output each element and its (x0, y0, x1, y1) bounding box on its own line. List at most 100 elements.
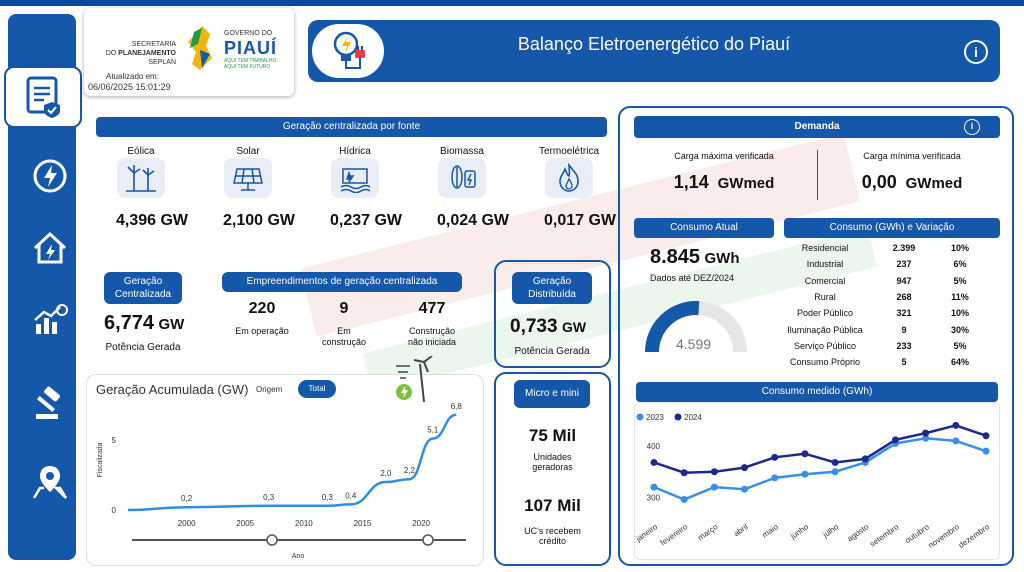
gavel-icon[interactable] (28, 382, 72, 426)
empreendimento-item: 477 Construção não iniciada (392, 300, 472, 348)
acc-data-label: 6,8 (451, 402, 463, 411)
map-pin-icon[interactable] (28, 460, 72, 504)
centralizada-value: 6,774 GW (104, 312, 185, 334)
wind-turbine-icon (117, 158, 165, 198)
top-accent-bar (0, 0, 1024, 6)
cons-xtick: maio (761, 522, 781, 540)
consumo-row-gwh: 233 (896, 340, 912, 351)
info-icon[interactable]: i (964, 40, 988, 64)
centralizada-pill: Geração Centralizada (104, 272, 182, 304)
consumo-row-name: Comercial (804, 275, 846, 286)
carga-max-value: 1,14 GWmed (673, 172, 775, 192)
slogan: AQUI TEM TRABALHO, AQUI TEM FUTURO (224, 58, 278, 70)
consumo-row-gwh: 5 (901, 357, 907, 368)
hydro-dam-icon (331, 158, 379, 198)
consumo-atual-note: Dados até DEZ/2024 (650, 273, 735, 283)
gauge-value: 4.599 (676, 336, 712, 352)
consumo-var-title: Consumo (GWh) e Variação (784, 218, 1000, 238)
solar-panel-icon (224, 158, 272, 198)
acc-ytick: 0 (112, 506, 117, 515)
cons-point (801, 450, 809, 458)
lightbulb-plug-icon (328, 28, 374, 79)
empreendimento-label-2: construção (321, 337, 367, 347)
cons-point (680, 495, 688, 503)
distribuida-label: Potência Gerada (514, 346, 590, 357)
demanda-info-icon[interactable]: i (964, 119, 980, 135)
cons-xtick: dezembro (957, 522, 992, 550)
consumo-var-table: Residencial 2.399 10% Industrial 237 6% Comerc… (780, 243, 980, 373)
acc-ylabel: Fiscalizada (97, 442, 104, 477)
cons-xtick: julho (820, 522, 840, 540)
distribuida-panel (494, 260, 611, 368)
origem-toggle[interactable]: Origem (256, 385, 283, 394)
fonte-name: Biomassa (440, 146, 484, 157)
empreendimento-item: 9 Em construção (304, 300, 384, 348)
year-slider-handle-end[interactable] (422, 534, 434, 546)
acc-xtick: 2005 (236, 519, 254, 528)
cons-point (771, 453, 779, 461)
fonte-item: Hídrica 0,237 GW (310, 144, 415, 234)
cons-xtick: junho (788, 522, 810, 541)
fonte-name: Termoelétrica (538, 146, 600, 157)
fonte-value: 2,100 GW (222, 212, 296, 229)
cons-point (982, 447, 990, 455)
year-slider-handle-start[interactable] (266, 534, 278, 546)
total-toggle[interactable]: Total (298, 380, 336, 398)
fonte-value: 0,024 GW (436, 212, 510, 229)
acc-xtick: 2020 (412, 519, 430, 528)
cons-point (891, 436, 899, 444)
acc-data-label: 0,2 (181, 494, 193, 503)
empreendimentos-row: 220 Em operação 9 Em construção 477 Construção… (222, 300, 462, 360)
acc-data-label: 0,3 (263, 493, 275, 502)
header-bar (308, 20, 1000, 82)
chart-growth-icon[interactable] (28, 298, 72, 342)
consumo-row-gwh: 237 (896, 259, 912, 270)
home-energy-icon[interactable] (28, 226, 72, 270)
cons-point (741, 464, 749, 472)
fonte-value: 0,237 GW (329, 212, 403, 229)
empreendimento-label-1: Em operação (235, 326, 289, 336)
updated-label: Atualizado em: (106, 72, 159, 81)
distribuida-pill: Geração Distribuída (512, 272, 592, 304)
micro-title: Micro e mini (514, 380, 590, 408)
document-check-icon (22, 74, 66, 125)
fonte-section-title: Geração centralizada por fonte (96, 117, 607, 137)
acc-data-label: 2,0 (380, 469, 392, 478)
energy-cycle-icon[interactable] (28, 154, 72, 198)
biomass-icon (438, 158, 486, 198)
cons-xtick: agosto (846, 522, 871, 543)
acc-xtick: 2010 (295, 519, 313, 528)
consumo-atual-title: Consumo Atual (634, 218, 774, 238)
acc-data-label: 0,3 (322, 493, 334, 502)
consumo-gauge (645, 301, 747, 353)
fonte-item: Eólica 4,396 GW (96, 144, 201, 234)
micro-value-2: 107 Mil (524, 496, 581, 515)
acc-xtick: 2015 (354, 519, 372, 528)
consumo-row-name: Consumo Próprio (789, 357, 861, 368)
acc-xlabel: Ano (292, 553, 305, 560)
fonte-item: Termoelétrica 0,017 GW (524, 144, 629, 234)
cons-xtick: março (696, 522, 720, 542)
empreendimento-label-1: Construção (408, 326, 456, 336)
empreendimento-label-1: Em (337, 326, 351, 336)
empreendimento-value: 220 (248, 300, 276, 317)
empreendimento-value: 9 (339, 300, 349, 317)
sidebar-item-selected[interactable] (4, 66, 82, 128)
cons-xtick: abril (732, 522, 750, 538)
updated-value: 06/06/2025 15:01:29 (88, 82, 171, 92)
consumo-row-gwh: 268 (896, 291, 912, 302)
fonte-name: Hídrica (339, 146, 371, 157)
consumo-medido-chart: 2023 2024 300 400 janeiro fevereiro março abril… (634, 413, 992, 550)
empreendimentos-title: Empreendimentos de geração centralizada (222, 272, 462, 292)
cons-line-2024 (653, 424, 987, 474)
consumo-row-gwh: 9 (901, 324, 907, 335)
acumulada-title: Geração Acumulada (GW) (96, 382, 249, 397)
carga-max-label: Carga máxima verificada (674, 151, 774, 161)
cons-point (922, 429, 930, 437)
cons-xtick: janeiro (634, 522, 660, 544)
piaui-emblem-icon (180, 24, 220, 77)
distribuida-value: 0,733 GW (510, 316, 587, 337)
consumo-row-pct: 5% (953, 340, 967, 351)
micro-label-2: UC's recebem crédito (524, 526, 581, 546)
cons-line-2023 (653, 437, 987, 501)
